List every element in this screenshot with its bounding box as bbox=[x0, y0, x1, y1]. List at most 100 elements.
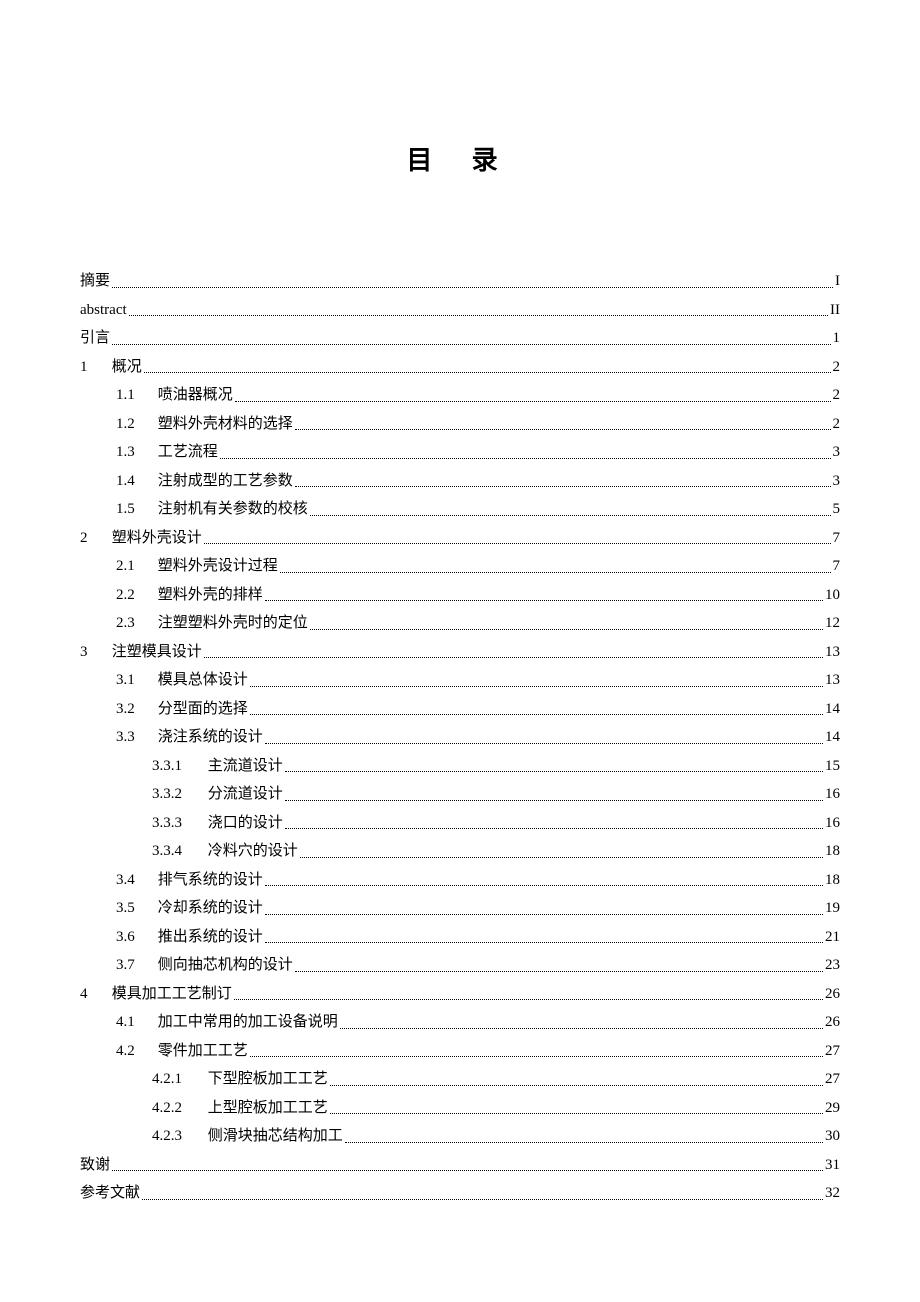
toc-entry-number: 4.2.3 bbox=[152, 1122, 204, 1151]
toc-entry-text: 塑料外壳材料的选择 bbox=[154, 416, 293, 432]
toc-entry-label: 1.4 注射成型的工艺参数 bbox=[116, 467, 293, 496]
toc-leader-dots bbox=[345, 1142, 823, 1143]
toc-entry-page: 26 bbox=[825, 1008, 840, 1037]
toc-entry-label: 1.3 工艺流程 bbox=[116, 438, 218, 467]
toc-entry-text: 致谢 bbox=[80, 1157, 110, 1173]
toc-leader-dots bbox=[204, 543, 831, 544]
toc-entry: 3.3 浇注系统的设计 14 bbox=[80, 723, 840, 752]
toc-entry-text: 加工中常用的加工设备说明 bbox=[154, 1014, 338, 1030]
toc-entry: 1.4 注射成型的工艺参数 3 bbox=[80, 467, 840, 496]
toc-leader-dots bbox=[112, 344, 830, 345]
toc-entry-page: 2 bbox=[833, 381, 841, 410]
toc-entry: 1.2 塑料外壳材料的选择 2 bbox=[80, 410, 840, 439]
toc-entry-number: 1.4 bbox=[116, 467, 154, 496]
toc-leader-dots bbox=[310, 515, 831, 516]
toc-entry-text: 上型腔板加工工艺 bbox=[204, 1100, 328, 1116]
toc-entry-page: 18 bbox=[825, 837, 840, 866]
toc-entry: 2 塑料外壳设计 7 bbox=[80, 524, 840, 553]
toc-entry-number: 3.6 bbox=[116, 923, 154, 952]
toc-entry-number: 1.5 bbox=[116, 495, 154, 524]
toc-entry-page: II bbox=[830, 296, 840, 325]
toc-entry-text: 注塑塑料外壳时的定位 bbox=[154, 615, 308, 631]
toc-entry-label: 1.5 注射机有关参数的校核 bbox=[116, 495, 308, 524]
toc-entry-text: 注射机有关参数的校核 bbox=[154, 501, 308, 517]
toc-entry: 3.5 冷却系统的设计 19 bbox=[80, 894, 840, 923]
toc-leader-dots bbox=[300, 857, 823, 858]
toc-entry: 1.5 注射机有关参数的校核 5 bbox=[80, 495, 840, 524]
toc-entry-page: 19 bbox=[825, 894, 840, 923]
toc-entry-label: 3.3.1 主流道设计 bbox=[152, 752, 283, 781]
toc-leader-dots bbox=[220, 458, 831, 459]
toc-entry-text: 喷油器概况 bbox=[154, 387, 233, 403]
toc-entry-label: 3.1 模具总体设计 bbox=[116, 666, 248, 695]
toc-entry-page: 2 bbox=[833, 353, 841, 382]
toc-entry-text: 工艺流程 bbox=[154, 444, 218, 460]
toc-leader-dots bbox=[285, 828, 823, 829]
toc-entry-label: 3 注塑模具设计 bbox=[80, 638, 202, 667]
toc-entry-page: 16 bbox=[825, 809, 840, 838]
toc-entry-label: 4.1 加工中常用的加工设备说明 bbox=[116, 1008, 338, 1037]
toc-leader-dots bbox=[310, 629, 823, 630]
toc-entry-page: 13 bbox=[825, 638, 840, 667]
toc-entry-label: 3.7 侧向抽芯机构的设计 bbox=[116, 951, 293, 980]
toc-leader-dots bbox=[142, 1199, 823, 1200]
toc-entry-page: 27 bbox=[825, 1065, 840, 1094]
toc-entry: 3.3.1 主流道设计 15 bbox=[80, 752, 840, 781]
toc-entry-text: 概况 bbox=[108, 359, 142, 375]
toc-entry-text: 侧滑块抽芯结构加工 bbox=[204, 1128, 343, 1144]
toc-entry-text: 分流道设计 bbox=[204, 786, 283, 802]
toc-entry-page: 1 bbox=[833, 324, 841, 353]
toc-entry-text: 浇口的设计 bbox=[204, 815, 283, 831]
toc-entry: 2.1 塑料外壳设计过程 7 bbox=[80, 552, 840, 581]
toc-entry-text: 塑料外壳设计 bbox=[108, 530, 202, 546]
toc-entry-label: 引言 bbox=[80, 324, 110, 353]
toc-leader-dots bbox=[330, 1113, 823, 1114]
toc-entry-label: 3.3.4 冷料穴的设计 bbox=[152, 837, 298, 866]
toc-leader-dots bbox=[144, 372, 831, 373]
toc-entry-page: I bbox=[835, 267, 840, 296]
toc-entry-page: 16 bbox=[825, 780, 840, 809]
toc-entry: 3.4 排气系统的设计 18 bbox=[80, 866, 840, 895]
toc-entry-label: 2 塑料外壳设计 bbox=[80, 524, 202, 553]
toc-entry-number: 3.3.2 bbox=[152, 780, 204, 809]
toc-entry-text: 注塑模具设计 bbox=[108, 644, 202, 660]
toc-entry-page: 30 bbox=[825, 1122, 840, 1151]
toc-entry: 引言 1 bbox=[80, 324, 840, 353]
toc-leader-dots bbox=[129, 315, 828, 316]
toc-entry: 3.7 侧向抽芯机构的设计 23 bbox=[80, 951, 840, 980]
toc-entry-page: 14 bbox=[825, 723, 840, 752]
toc-leader-dots bbox=[285, 800, 823, 801]
toc-entry: 3.2 分型面的选择 14 bbox=[80, 695, 840, 724]
toc-entry-text: 模具总体设计 bbox=[154, 672, 248, 688]
toc-entry-page: 12 bbox=[825, 609, 840, 638]
toc-entry-page: 18 bbox=[825, 866, 840, 895]
toc-entry-label: 1.2 塑料外壳材料的选择 bbox=[116, 410, 293, 439]
toc-entry-page: 3 bbox=[833, 467, 841, 496]
toc-entry-page: 7 bbox=[833, 552, 841, 581]
toc-entry-label: 3.2 分型面的选择 bbox=[116, 695, 248, 724]
toc-entry-text: 模具加工工艺制订 bbox=[108, 986, 232, 1002]
toc-entry: 3.1 模具总体设计 13 bbox=[80, 666, 840, 695]
toc-leader-dots bbox=[250, 714, 823, 715]
toc-entry: 4.2.2 上型腔板加工工艺 29 bbox=[80, 1094, 840, 1123]
toc-leader-dots bbox=[250, 686, 823, 687]
toc-leader-dots bbox=[295, 971, 823, 972]
toc-entry-label: 4.2.1 下型腔板加工工艺 bbox=[152, 1065, 328, 1094]
toc-entry-label: 2.3 注塑塑料外壳时的定位 bbox=[116, 609, 308, 638]
toc-entry-number: 3.2 bbox=[116, 695, 154, 724]
toc-entry-page: 2 bbox=[833, 410, 841, 439]
toc-entry: 致谢 31 bbox=[80, 1151, 840, 1180]
toc-entry: 4.2 零件加工工艺 27 bbox=[80, 1037, 840, 1066]
toc-leader-dots bbox=[285, 771, 823, 772]
toc-entry-label: 1 概况 bbox=[80, 353, 142, 382]
toc-entry-page: 31 bbox=[825, 1151, 840, 1180]
toc-entry-text: 零件加工工艺 bbox=[154, 1043, 248, 1059]
toc-entry-label: 致谢 bbox=[80, 1151, 110, 1180]
toc-leader-dots bbox=[112, 1170, 823, 1171]
toc-entry-page: 14 bbox=[825, 695, 840, 724]
toc-entry-label: 3.4 排气系统的设计 bbox=[116, 866, 263, 895]
table-of-contents: 摘要 Iabstract II引言 11 概况 21.1 喷油器概况 21.2 … bbox=[80, 267, 840, 1208]
toc-leader-dots bbox=[265, 914, 823, 915]
toc-title: 目 录 bbox=[80, 140, 840, 177]
toc-entry-text: 排气系统的设计 bbox=[154, 872, 263, 888]
